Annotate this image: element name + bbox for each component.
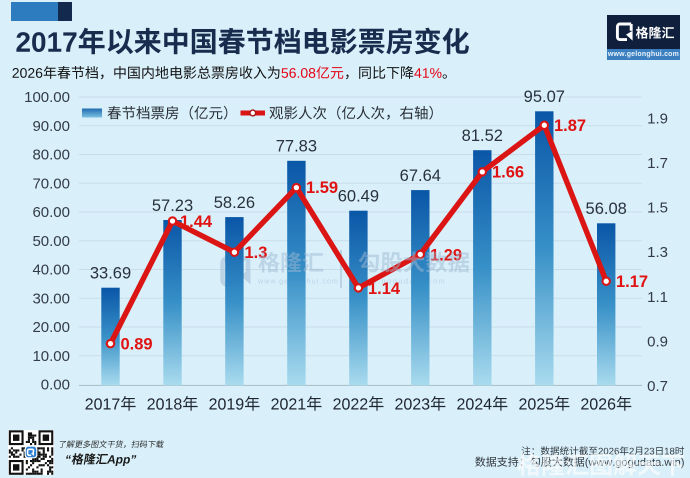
svg-text:1.17: 1.17	[616, 273, 648, 291]
svg-text:60.00: 60.00	[32, 204, 70, 221]
svg-text:70.00: 70.00	[32, 175, 70, 192]
svg-text:1.9: 1.9	[647, 110, 668, 127]
svg-text:0.00: 0.00	[41, 377, 70, 394]
svg-text:80.00: 80.00	[32, 147, 70, 164]
svg-text:57.23: 57.23	[152, 197, 193, 215]
svg-text:1.14: 1.14	[368, 280, 401, 298]
svg-text:58.26: 58.26	[214, 194, 255, 212]
svg-text:50.00: 50.00	[32, 233, 70, 250]
svg-text:1.5: 1.5	[647, 200, 668, 217]
svg-text:1.66: 1.66	[492, 164, 524, 182]
svg-text:67.64: 67.64	[400, 167, 441, 185]
svg-text:95.07: 95.07	[524, 88, 565, 106]
svg-text:81.52: 81.52	[462, 127, 503, 145]
svg-text:100.00: 100.00	[24, 89, 70, 106]
svg-text:1.7: 1.7	[647, 155, 668, 172]
svg-text:20.00: 20.00	[32, 319, 70, 336]
svg-text:1.87: 1.87	[554, 117, 586, 135]
svg-text:10.00: 10.00	[32, 348, 70, 365]
svg-text:1.44: 1.44	[180, 213, 213, 231]
svg-text:0.9: 0.9	[647, 333, 668, 350]
svg-text:0.7: 0.7	[647, 378, 668, 395]
svg-text:30.00: 30.00	[32, 290, 70, 307]
svg-text:1.29: 1.29	[430, 247, 462, 265]
svg-text:33.69: 33.69	[90, 265, 131, 283]
svg-text:0.89: 0.89	[121, 336, 153, 354]
svg-text:1.1: 1.1	[647, 289, 668, 306]
svg-text:1.3: 1.3	[647, 244, 668, 261]
svg-text:1.59: 1.59	[306, 179, 338, 197]
svg-text:60.49: 60.49	[338, 188, 379, 206]
svg-text:90.00: 90.00	[32, 118, 70, 135]
svg-text:40.00: 40.00	[32, 262, 70, 279]
svg-text:77.83: 77.83	[276, 138, 317, 156]
svg-text:56.08: 56.08	[586, 200, 627, 218]
svg-text:www.gogudata.com: www.gogudata.com	[357, 277, 446, 286]
svg-text:1.3: 1.3	[245, 244, 268, 262]
